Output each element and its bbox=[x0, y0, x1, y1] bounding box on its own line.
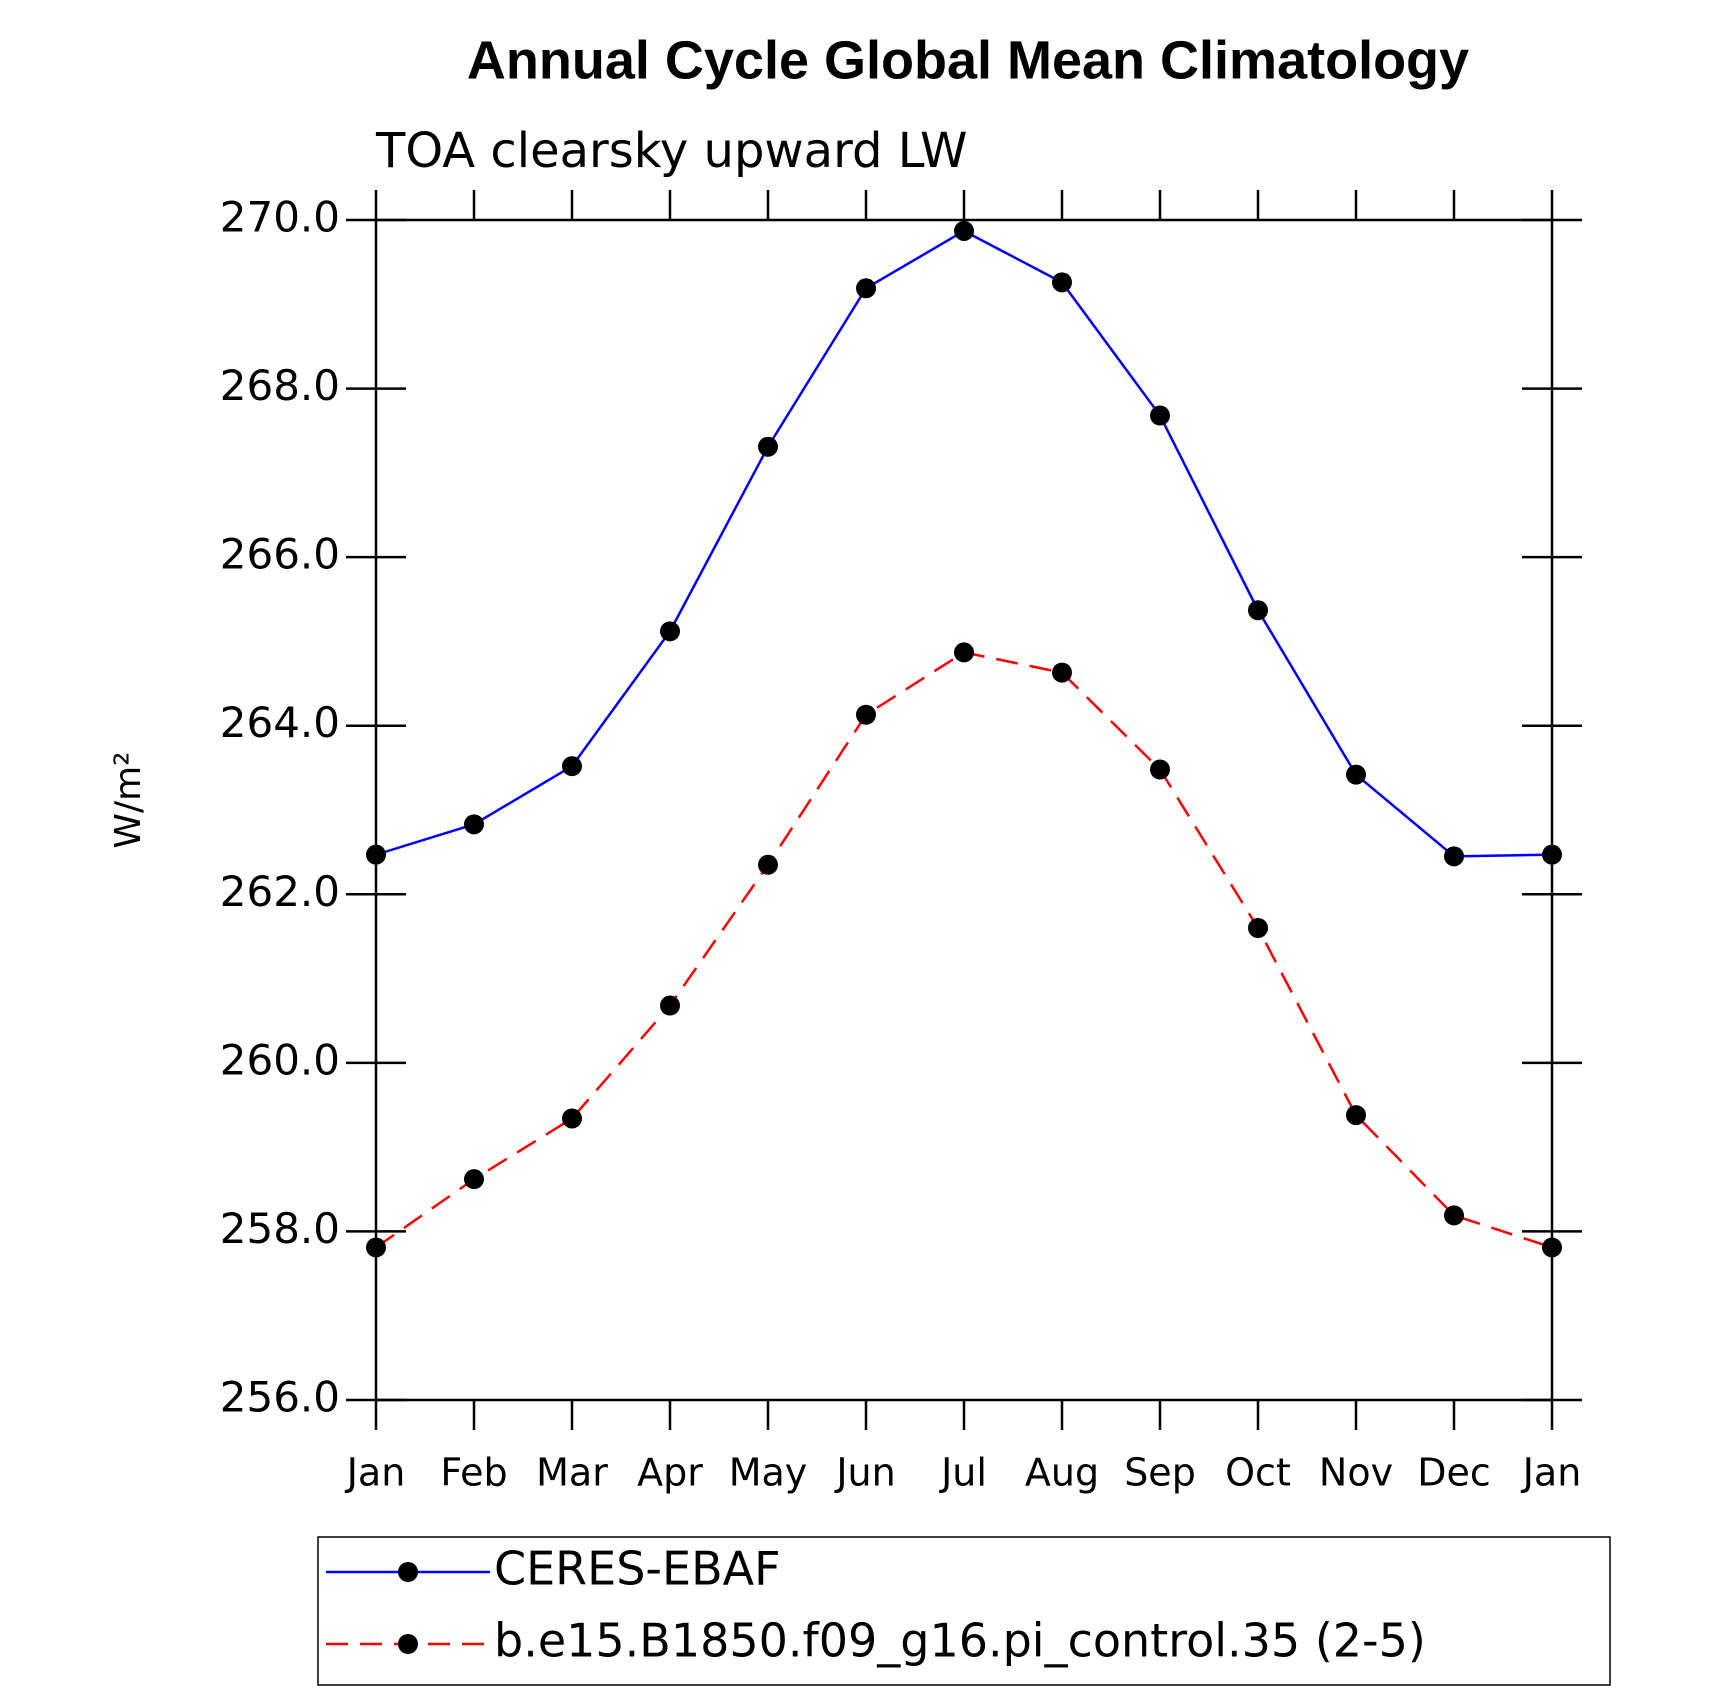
data-point bbox=[660, 995, 680, 1016]
data-point bbox=[1248, 918, 1268, 938]
data-point bbox=[1444, 1205, 1464, 1226]
data-point bbox=[464, 814, 484, 835]
y-tick-label: 266.0 bbox=[220, 530, 340, 579]
series-line bbox=[375, 229, 1553, 858]
data-point bbox=[1248, 600, 1268, 621]
legend-marker bbox=[398, 1634, 418, 1654]
y-tick-label: 270.0 bbox=[220, 193, 340, 242]
data-point bbox=[856, 704, 876, 725]
x-tick-label: Feb bbox=[440, 1451, 507, 1495]
data-point bbox=[660, 621, 680, 642]
data-point bbox=[758, 436, 778, 457]
legend-label: b.e15.B1850.f09_g16.pi_control.35 (2-5) bbox=[494, 1614, 1426, 1668]
data-point bbox=[366, 844, 386, 865]
data-point bbox=[1346, 1105, 1366, 1126]
series-line bbox=[375, 651, 1553, 1249]
x-tick-label: Dec bbox=[1417, 1451, 1491, 1495]
data-point bbox=[1150, 759, 1170, 780]
data-point bbox=[1542, 1237, 1562, 1258]
x-tick-label: Aug bbox=[1025, 1451, 1099, 1495]
y-tick-label: 262.0 bbox=[220, 867, 340, 916]
legend-label: CERES-EBAF bbox=[494, 1542, 781, 1596]
data-point bbox=[1444, 846, 1464, 867]
legend-box bbox=[317, 1536, 1611, 1686]
x-tick-label: Jul bbox=[939, 1451, 987, 1495]
chart-title: Annual Cycle Global Mean Climatology bbox=[467, 30, 1469, 90]
x-tick-label: Apr bbox=[637, 1451, 703, 1495]
data-point bbox=[954, 220, 974, 241]
x-tick-label: Oct bbox=[1225, 1451, 1291, 1495]
x-tick-label: Jun bbox=[834, 1451, 895, 1495]
data-point bbox=[464, 1169, 484, 1190]
data-point bbox=[954, 642, 974, 663]
y-axis-label: W/m² bbox=[108, 751, 149, 848]
data-point bbox=[1150, 405, 1170, 426]
x-tick-label: Nov bbox=[1319, 1451, 1393, 1495]
data-point bbox=[856, 278, 876, 299]
y-tick-label: 268.0 bbox=[220, 361, 340, 410]
legend-marker bbox=[398, 1562, 418, 1582]
x-tick-label: Sep bbox=[1124, 1451, 1196, 1495]
data-point bbox=[1346, 764, 1366, 785]
data-point bbox=[1052, 662, 1072, 683]
y-tick-label: 258.0 bbox=[220, 1204, 340, 1253]
data-point bbox=[1542, 844, 1562, 865]
x-tick-label: Jan bbox=[345, 1451, 406, 1495]
chart-subtitle: TOA clearsky upward LW bbox=[375, 123, 968, 179]
x-tick-label: Jan bbox=[1521, 1451, 1582, 1495]
data-point bbox=[366, 1237, 386, 1258]
y-tick-label: 260.0 bbox=[220, 1035, 340, 1084]
y-tick-label: 264.0 bbox=[220, 698, 340, 747]
plot-frame bbox=[374, 218, 1554, 1402]
data-point bbox=[1052, 272, 1072, 293]
x-tick-label: May bbox=[729, 1451, 808, 1495]
data-point bbox=[562, 1108, 582, 1129]
data-point bbox=[562, 756, 582, 777]
data-point bbox=[758, 854, 778, 875]
y-tick-label: 256.0 bbox=[220, 1373, 340, 1422]
x-tick-label: Mar bbox=[536, 1451, 608, 1495]
